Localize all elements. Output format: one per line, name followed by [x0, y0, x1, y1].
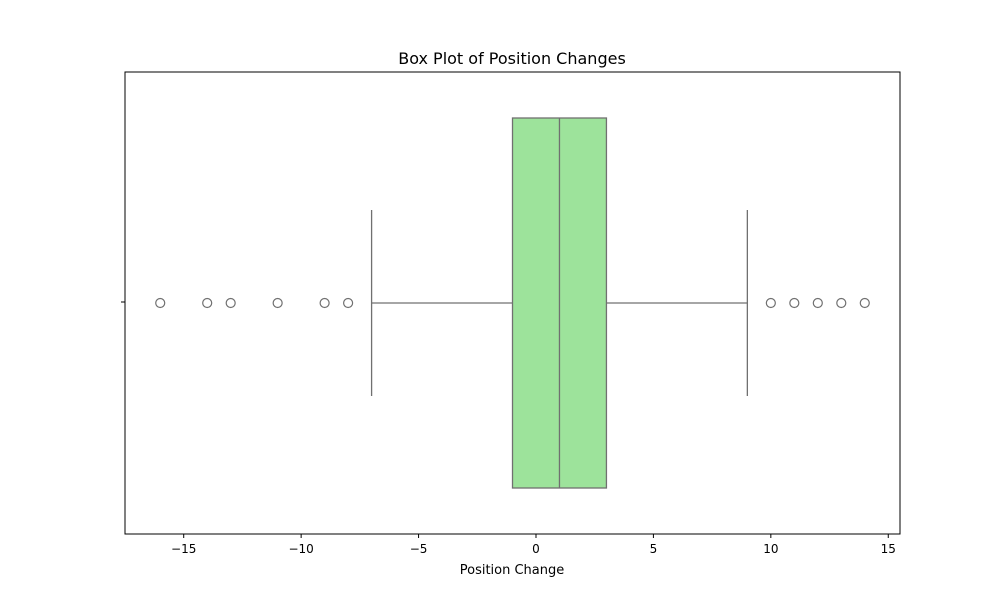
outlier-point [319, 297, 330, 309]
plot-frame [124, 71, 901, 535]
outlier-point [225, 297, 236, 309]
x-tick-label: 5 [650, 542, 658, 556]
x-tick-label: −5 [410, 542, 428, 556]
outlier-point [859, 297, 870, 309]
outlier-point [812, 297, 823, 309]
outlier-point [202, 297, 213, 309]
outlier-point [155, 297, 166, 309]
x-tick-label: −15 [171, 542, 196, 556]
x-axis-label: Position Change [460, 563, 565, 578]
outlier-point [765, 297, 776, 309]
outlier-point [836, 297, 847, 309]
x-tick-label: 0 [532, 542, 540, 556]
x-tick-label: −10 [288, 542, 313, 556]
chart-title: Box Plot of Position Changes [398, 49, 626, 68]
x-tick-label: 15 [881, 542, 896, 556]
x-axis: −15 −10 −5 0 5 10 15 [171, 534, 896, 556]
outlier-point [343, 297, 354, 309]
plot-area [155, 117, 870, 489]
x-tick-label: 10 [763, 542, 778, 556]
outlier-point [272, 297, 283, 309]
outlier-point [789, 297, 800, 309]
